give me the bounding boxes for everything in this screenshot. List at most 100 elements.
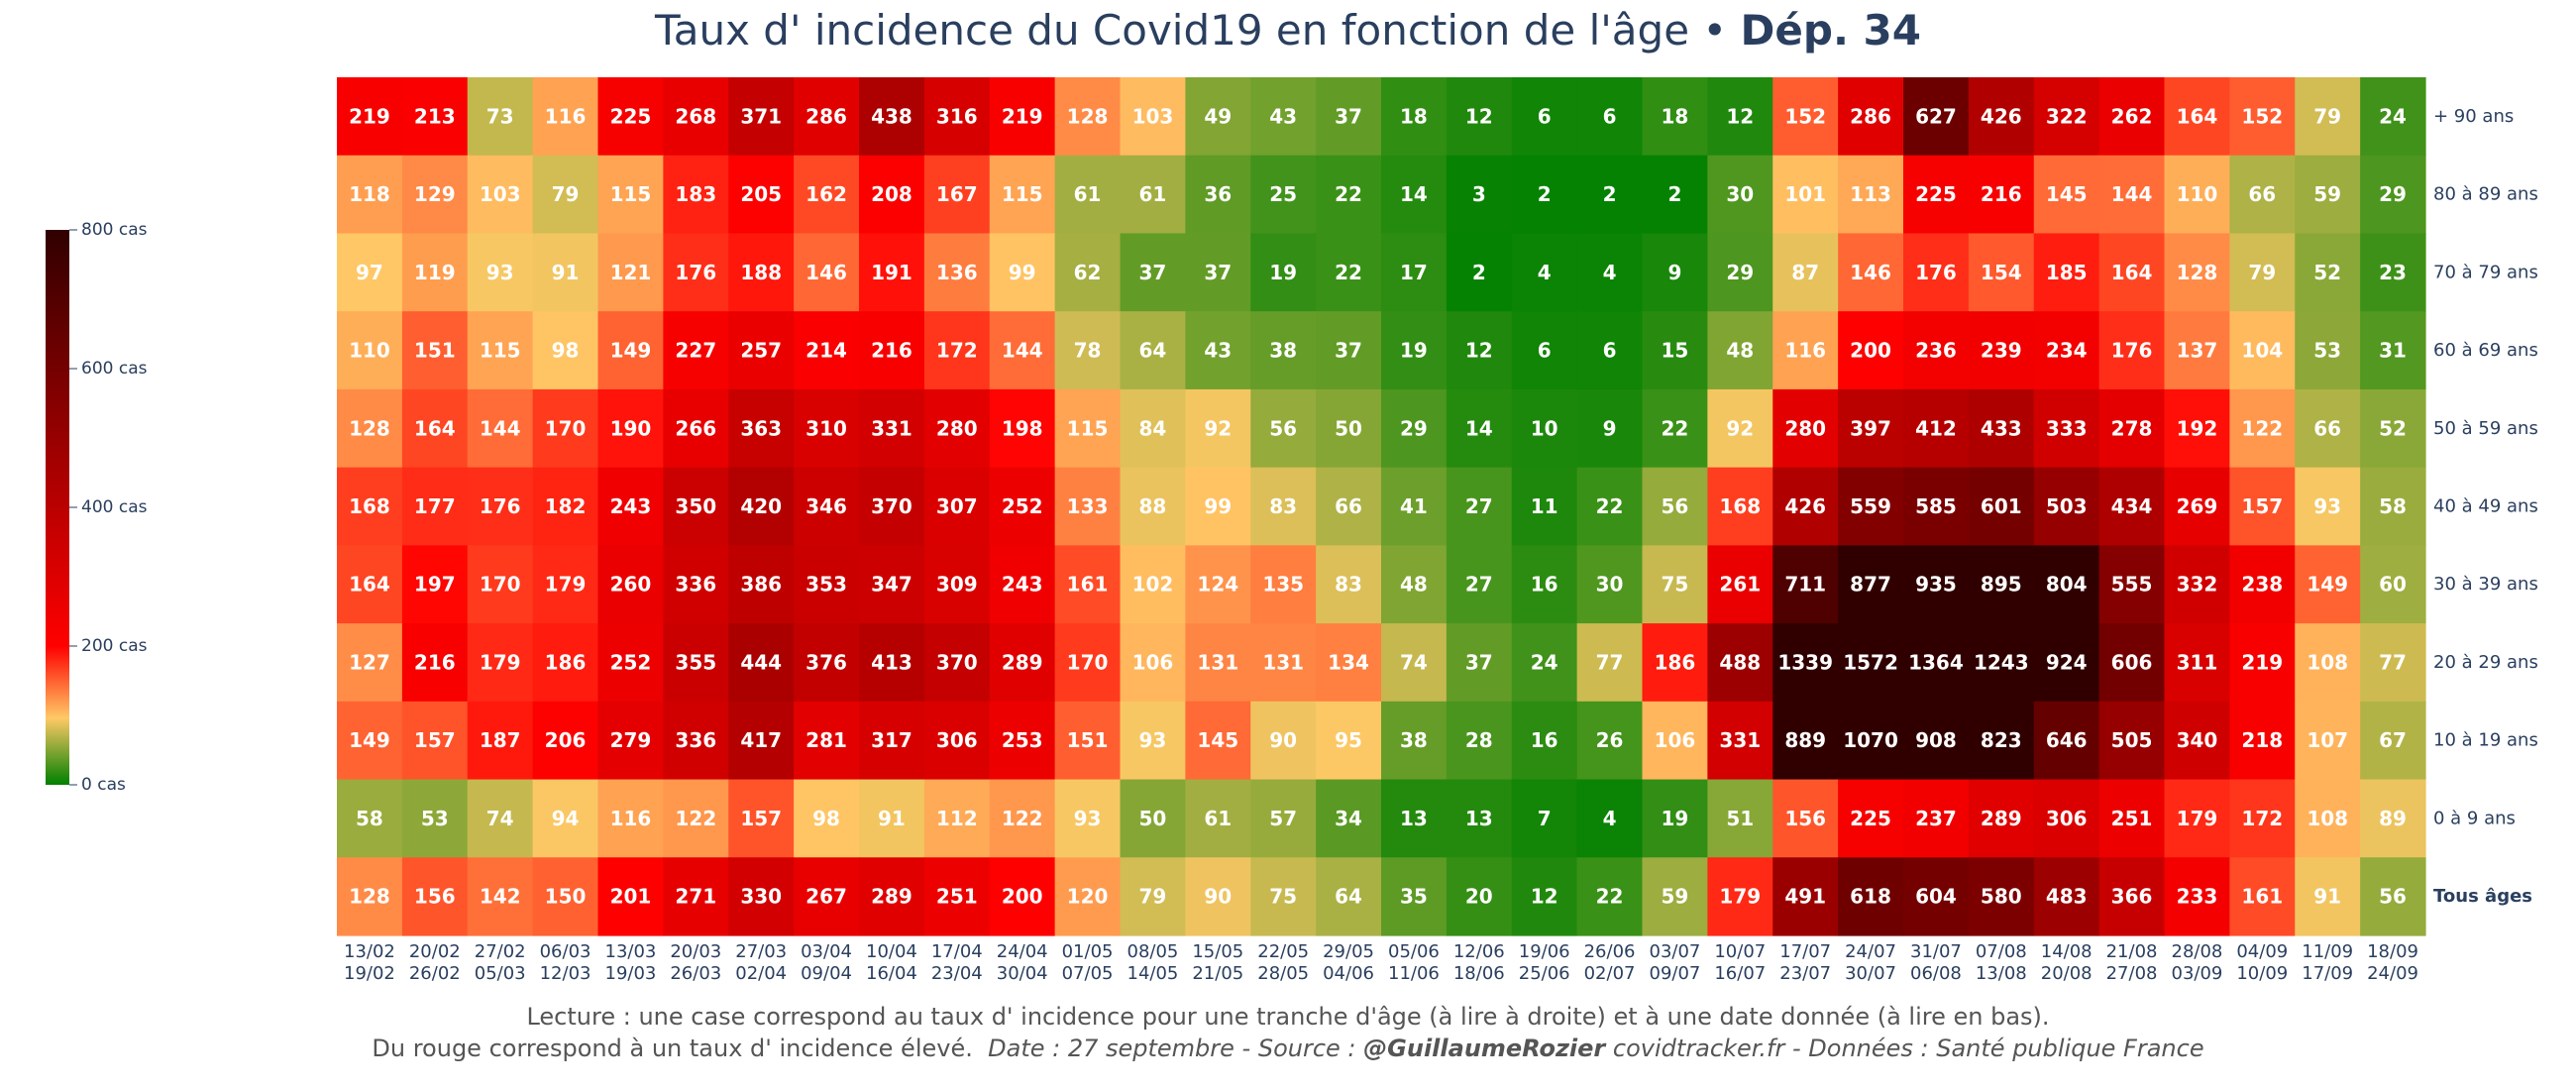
cell-value-label: 115 [1067, 416, 1109, 440]
heatmap-cell [467, 623, 534, 703]
cell-value-label: 601 [1981, 494, 2022, 518]
heatmap-cell [859, 77, 925, 157]
heatmap-cell [1120, 701, 1186, 781]
cell-value-label: 61 [1074, 182, 1102, 206]
heatmap-cell [2164, 623, 2230, 703]
heatmap-cell [1316, 388, 1382, 469]
heatmap-cell [337, 467, 403, 546]
cell-value-label: 237 [1915, 807, 1957, 830]
cell-value-label: 22 [1596, 885, 1624, 909]
heatmap-cell [2295, 388, 2361, 469]
cell-value-label: 75 [1269, 885, 1297, 909]
cell-value-label: 355 [675, 650, 716, 674]
cell-value-label: 116 [610, 807, 652, 830]
cell-value-label: 74 [486, 807, 514, 830]
heatmap-cell [1576, 545, 1644, 624]
heatmap-cell [532, 467, 599, 546]
heatmap-cell [1185, 857, 1251, 936]
cell-value-label: 98 [552, 339, 580, 363]
cell-value-label: 30 [1726, 182, 1754, 206]
heatmap-cell [1707, 77, 1773, 157]
cell-value-label: 252 [1002, 494, 1043, 518]
heatmap-cell [1381, 701, 1448, 781]
cell-value-label: 31 [2379, 339, 2407, 363]
heatmap-cell [1446, 857, 1513, 936]
heatmap-cell [467, 311, 534, 390]
column-label-start: 20/03 [670, 941, 721, 962]
cell-value-label: 93 [486, 261, 514, 284]
heatmap-cell [1381, 311, 1448, 390]
column-label-end: 13/08 [1976, 963, 2027, 984]
cell-value-label: 13 [1465, 807, 1493, 830]
heatmap-cell [859, 857, 925, 936]
heatmap-cell [2164, 233, 2230, 312]
cell-value-label: 152 [2241, 104, 2283, 128]
cell-value-label: 37 [1465, 650, 1493, 674]
cell-value-label: 93 [1074, 807, 1102, 830]
cell-value-label: 4 [1538, 261, 1552, 284]
heatmap-cell [728, 155, 795, 235]
cell-value-label: 145 [1197, 728, 1238, 752]
row-label: Tous âges [2433, 886, 2532, 907]
column-label-end: 14/05 [1127, 963, 1179, 984]
heatmap-cell [1838, 623, 1904, 703]
cell-value-label: 213 [414, 104, 456, 128]
cell-value-label: 22 [1335, 261, 1362, 284]
cell-value-label: 52 [2313, 261, 2341, 284]
cell-value-label: 176 [2111, 339, 2153, 363]
heatmap-cell [663, 311, 729, 390]
heatmap-cell [1772, 779, 1839, 858]
cell-value-label: 61 [1139, 182, 1167, 206]
heatmap-cell [2033, 545, 2100, 624]
heatmap-cell [1511, 467, 1578, 546]
heatmap-cell [337, 311, 403, 390]
cell-value-label: 49 [1204, 104, 1232, 128]
heatmap-cell [1446, 467, 1513, 546]
heatmap-cell [2033, 233, 2100, 312]
cell-value-label: 190 [610, 416, 652, 440]
cell-value-label: 6 [1538, 339, 1552, 363]
heatmap-cell [597, 857, 664, 936]
cell-value-label: 176 [480, 494, 521, 518]
column-label-end: 18/06 [1453, 963, 1505, 984]
column-label-start: 19/06 [1519, 941, 1570, 962]
heatmap-cell [532, 155, 599, 235]
heatmap-cell [1054, 311, 1122, 390]
column-label-end: 10/09 [2236, 963, 2288, 984]
heatmap-cell [1903, 701, 1970, 781]
cell-value-label: 386 [740, 573, 782, 597]
cell-value-label: 243 [610, 494, 652, 518]
heatmap-cell [1838, 467, 1904, 546]
column-label-end: 26/03 [670, 963, 721, 984]
heatmap-cell [1250, 388, 1317, 469]
heatmap-cell [1968, 701, 2035, 781]
cell-value-label: 25 [1269, 182, 1297, 206]
column-label-end: 09/07 [1650, 963, 1701, 984]
cell-value-label: 286 [1850, 104, 1891, 128]
heatmap-cell [1446, 233, 1513, 312]
cell-value-label: 157 [740, 807, 782, 830]
cell-value-label: 201 [610, 885, 652, 909]
heatmap-cell [1511, 545, 1578, 624]
heatmap-cell [1250, 857, 1317, 936]
cell-value-label: 200 [1850, 339, 1891, 363]
column-label-start: 04/09 [2236, 941, 2288, 962]
cell-value-label: 78 [1074, 339, 1102, 363]
heatmap-cell [532, 77, 599, 157]
column-label-end: 23/07 [1779, 963, 1831, 984]
cell-value-label: 4 [1603, 807, 1617, 830]
column-label-start: 03/07 [1650, 941, 1701, 962]
cell-value-label: 413 [871, 650, 912, 674]
cell-value-label: 79 [2313, 104, 2341, 128]
heatmap-cell [2295, 467, 2361, 546]
colorbar-tick-label: 400 cas [81, 497, 148, 517]
cell-value-label: 336 [675, 728, 716, 752]
cell-value-label: 151 [414, 339, 456, 363]
cell-value-label: 170 [545, 416, 587, 440]
title-departement: Dép. 34 [1740, 6, 1921, 54]
heatmap-cell [1576, 701, 1644, 781]
heatmap-cell [663, 467, 729, 546]
cell-value-label: 225 [1915, 182, 1957, 206]
row-label: 10 à 19 ans [2433, 730, 2538, 751]
